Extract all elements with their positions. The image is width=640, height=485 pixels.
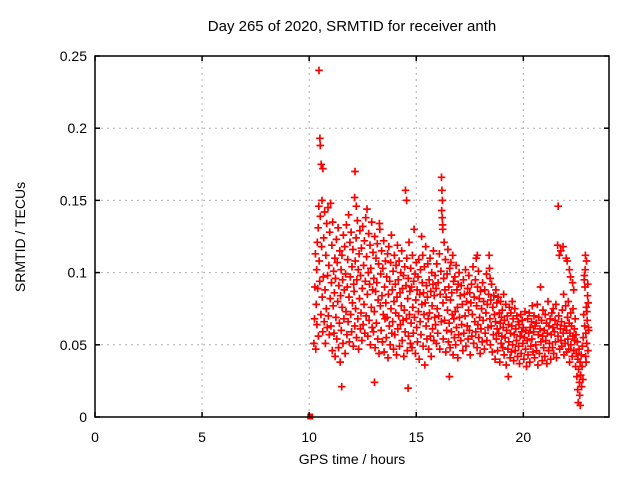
x-tick-label: 15 xyxy=(408,429,424,445)
y-tick-label: 0.15 xyxy=(60,192,87,208)
y-tick-label: 0 xyxy=(79,409,87,425)
x-axis-label: GPS time / hours xyxy=(299,451,406,467)
points-layer xyxy=(307,66,593,420)
plot-border xyxy=(94,55,610,418)
x-tick-label: 10 xyxy=(301,429,317,445)
y-tick-label: 0.25 xyxy=(60,48,87,64)
x-tick-label: 0 xyxy=(91,429,99,445)
x-tick-label: 5 xyxy=(198,429,206,445)
y-tick-label: 0.05 xyxy=(60,337,87,353)
chart-title: Day 265 of 2020, SRMTID for receiver ant… xyxy=(208,18,496,35)
tick-labels-layer: 0 5 10 15 20 0 0.05 0.1 0.15 0.2 0.25 xyxy=(60,48,532,445)
y-tick-label: 0.1 xyxy=(68,265,88,281)
scatter-points xyxy=(310,66,593,410)
y-axis-label: SRMTID / TECUs xyxy=(12,182,28,292)
y-tick-label: 0.2 xyxy=(68,120,88,136)
x-tick-label: 20 xyxy=(516,429,532,445)
axis-layer xyxy=(94,55,610,418)
